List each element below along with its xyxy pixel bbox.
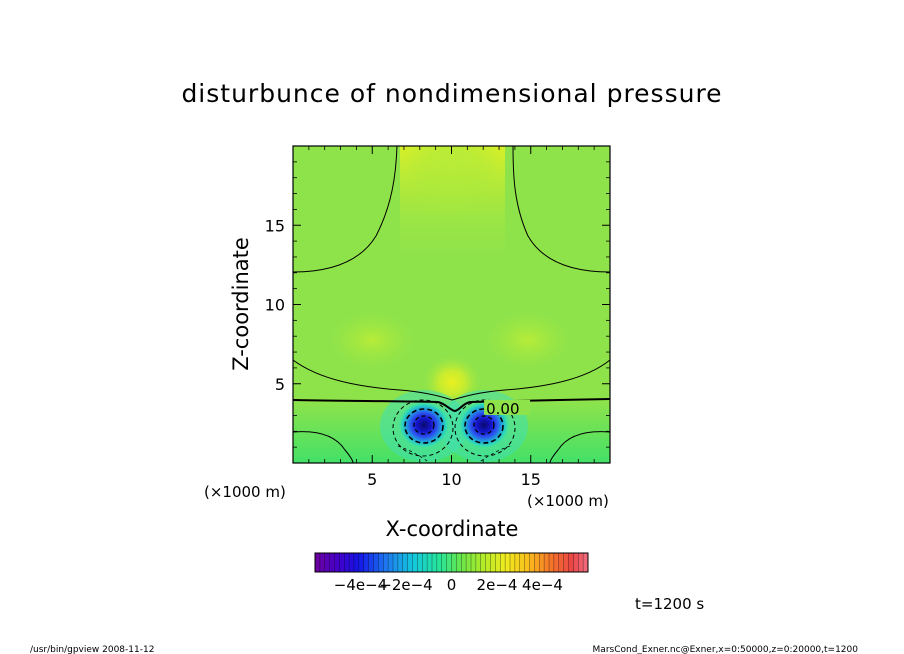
- y-axis-label: Z-coordinate: [229, 237, 253, 371]
- contour-bottom-right: [549, 431, 610, 463]
- colorbar-cell: [475, 553, 482, 572]
- colorbar-cell: [427, 553, 433, 572]
- colorbar-tick-label: −2e−4: [379, 576, 432, 594]
- contour-upper-right: [512, 146, 610, 273]
- colorbar-cell: [519, 553, 525, 572]
- colorbar-cell: [529, 553, 535, 572]
- colorbar: [314, 553, 589, 572]
- contour-mid: [293, 359, 610, 401]
- colorbar-tick-label: 4e−4: [522, 576, 563, 594]
- contour-upper-left: [293, 146, 398, 273]
- colorbar-tick-label: −4e−4: [334, 576, 387, 594]
- colorbar-tick-labels: −4e−4−2e−4 0 2e−4 4e−4: [334, 576, 563, 594]
- colorbar-cell: [324, 553, 330, 572]
- colorbar-cell: [539, 553, 545, 572]
- contour-label-bg: [484, 399, 531, 415]
- colorbar-cell: [441, 553, 447, 572]
- colorbar-cell: [388, 553, 394, 572]
- x-axis-ticks: 5 10 15: [308, 146, 595, 489]
- y-axis-ticks: 5 10 15: [265, 161, 610, 448]
- colorbar-cell: [471, 553, 477, 572]
- colorbar-cell: [583, 553, 589, 572]
- upper-high-core: [404, 146, 500, 220]
- colorbar-cell: [329, 553, 335, 572]
- colorbar-cell: [505, 553, 511, 572]
- colorbar-cell: [451, 553, 457, 572]
- contour-left-low-inner: [413, 415, 435, 435]
- colorbar-cell: [456, 553, 462, 572]
- colorbar-cell: [510, 553, 516, 572]
- colorbar-cell: [490, 553, 496, 572]
- colorbar-cell: [578, 553, 584, 572]
- y-tick-label: 15: [265, 216, 285, 235]
- colorbar-cell: [339, 553, 345, 572]
- colorbar-cell: [354, 553, 360, 572]
- contour-lower-v-right: [477, 445, 511, 463]
- colorbar-cell: [514, 553, 521, 572]
- colorbar-cell: [432, 553, 438, 572]
- colorbar-cell: [393, 553, 399, 572]
- colorbar-cell: [397, 553, 404, 572]
- colorbar-cell: [315, 553, 321, 572]
- contour-lower-v-left: [397, 445, 431, 463]
- colorbar-cell: [485, 553, 491, 572]
- footer-left: /usr/bin/gpview 2008-11-12: [30, 645, 154, 654]
- contour-right-low-mid: [464, 408, 504, 444]
- y-tick-label: 5: [275, 375, 285, 394]
- colorbar-cell: [549, 553, 555, 572]
- colorbar-frame: [314, 552, 589, 573]
- colorbar-cell: [524, 553, 530, 572]
- y-axis-unit: (×1000 m): [204, 483, 286, 501]
- colorbar-cell: [422, 553, 428, 572]
- x-axis-unit: (×1000 m): [527, 492, 609, 510]
- colorbar-tick-label: 2e−4: [477, 576, 518, 594]
- colorbar-cell: [500, 553, 506, 572]
- contour-bottom-left: [293, 431, 354, 463]
- contour-left-low-outer: [392, 399, 454, 457]
- colorbar-cell: [373, 553, 379, 572]
- colorbar-cell: [378, 553, 384, 572]
- chart-title: disturbunce of nondimensional pressure: [181, 79, 722, 108]
- colorbar-cell: [495, 553, 501, 572]
- colorbar-cell: [461, 553, 467, 572]
- colorbar-cell: [553, 553, 560, 572]
- time-label: t=1200 s: [635, 595, 704, 613]
- colorbar-cell: [558, 553, 564, 572]
- contour-left-low-mid: [404, 408, 444, 444]
- colorbar-cell: [412, 553, 418, 572]
- x-tick-label: 15: [521, 470, 541, 489]
- contour-label: 0.00: [486, 400, 519, 418]
- colorbar-cell: [407, 553, 413, 572]
- colorbar-cell: [358, 553, 365, 572]
- colorbar-cell: [563, 553, 569, 572]
- left-mid-high: [330, 312, 414, 368]
- colorbar-cell: [319, 553, 326, 572]
- colorbar-cell: [534, 553, 540, 572]
- colorbar-cell: [568, 553, 574, 572]
- contour-right-low-inner: [473, 415, 495, 435]
- heatmap-field: [293, 146, 610, 463]
- colorbar-cell: [334, 553, 340, 572]
- colorbar-cell: [466, 553, 472, 572]
- colorbar-cell: [383, 553, 389, 572]
- colorbar-cell: [436, 553, 443, 572]
- colorbar-cell: [573, 553, 579, 572]
- colorbar-cell: [417, 553, 423, 572]
- colorbar-cell: [544, 553, 550, 572]
- colorbar-cell: [446, 553, 452, 572]
- colorbar-cell: [349, 553, 355, 572]
- x-tick-label: 5: [367, 470, 377, 489]
- colorbar-cell: [402, 553, 408, 572]
- colorbar-cell: [363, 553, 369, 572]
- colorbar-cell: [368, 553, 374, 572]
- colorbar-cell: [480, 553, 486, 572]
- x-tick-label: 10: [441, 470, 461, 489]
- footer-right: MarsCond_Exner.nc@Exner,x=0:50000,z=0:20…: [593, 645, 859, 654]
- colorbar-cell: [344, 553, 350, 572]
- colorbar-tick-label: 0: [447, 576, 457, 594]
- x-axis-label: X-coordinate: [386, 517, 519, 541]
- y-tick-label: 10: [265, 296, 285, 315]
- right-mid-high: [486, 312, 570, 368]
